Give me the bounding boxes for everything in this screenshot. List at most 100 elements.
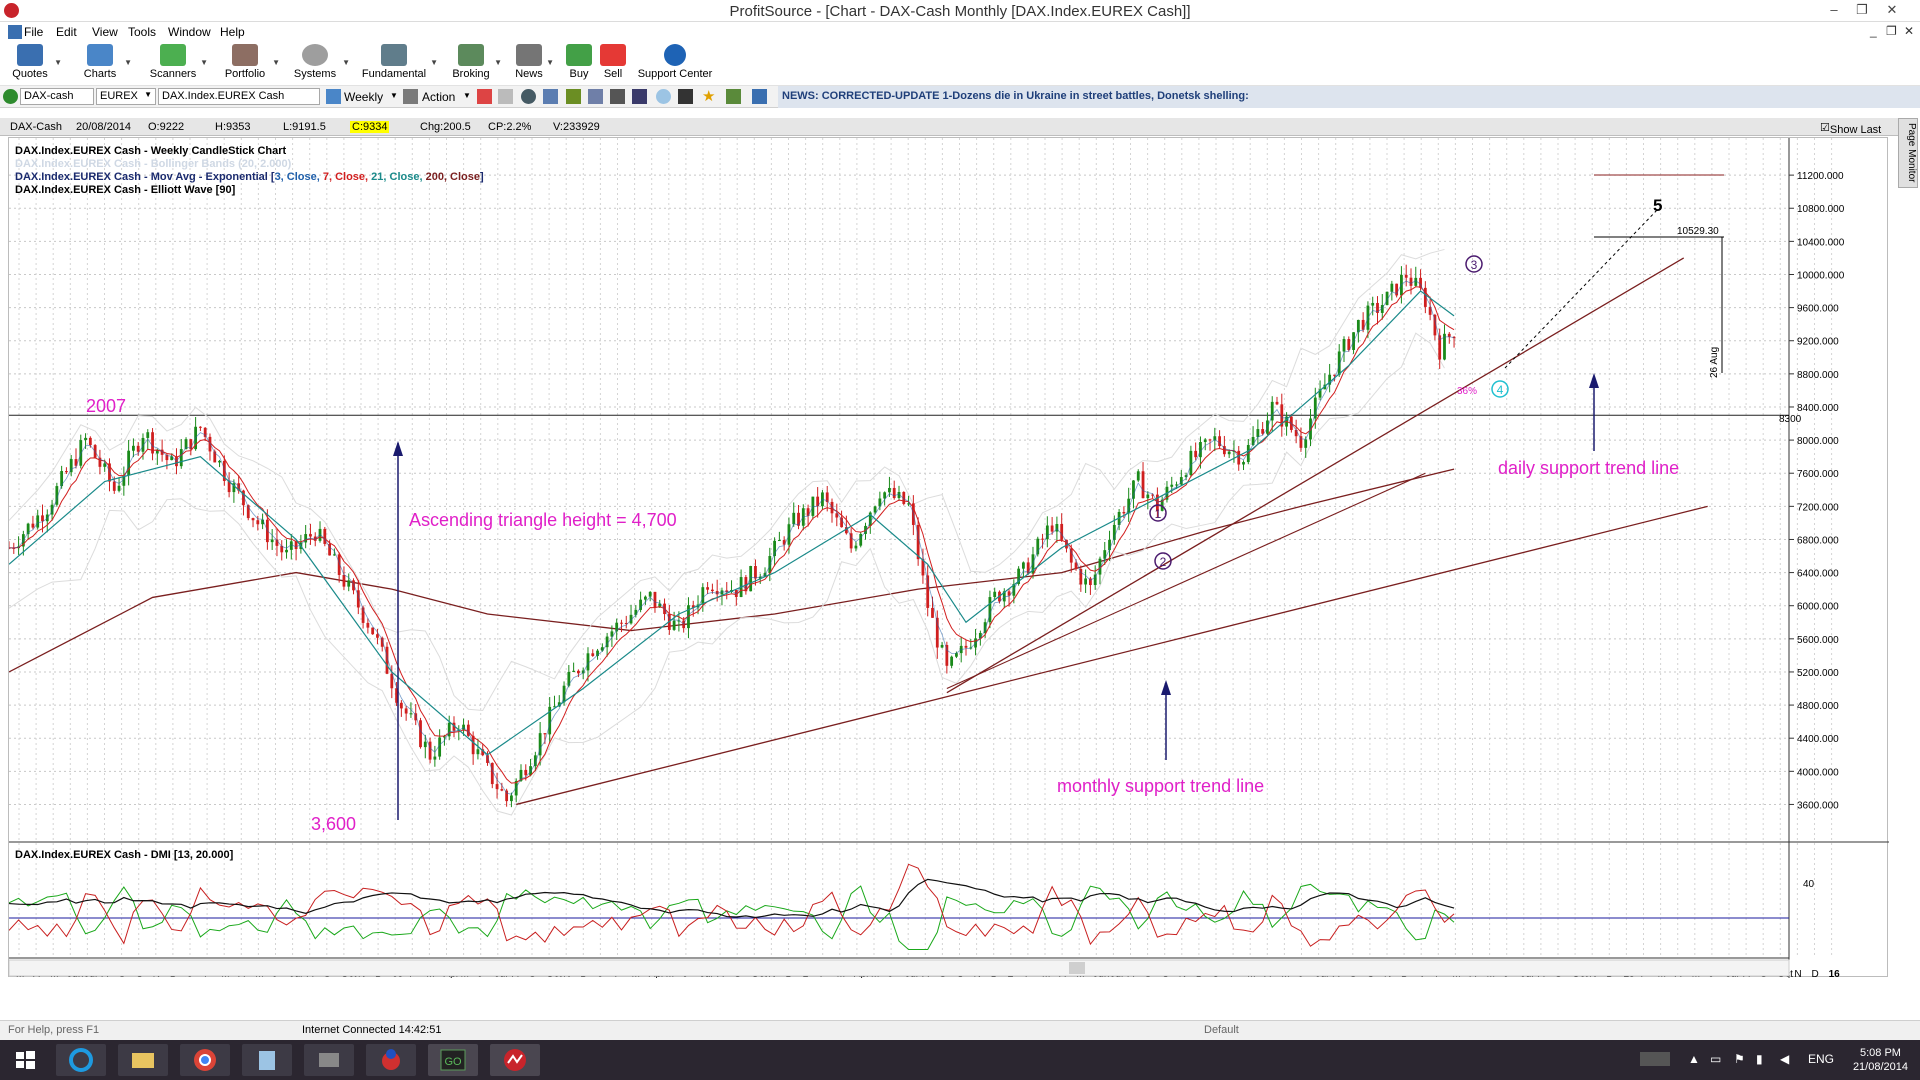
chrome-icon[interactable]: [180, 1044, 230, 1076]
candle-body: [1151, 494, 1155, 496]
portfolio-button[interactable]: Portfolio ▼: [220, 44, 280, 86]
candle-body: [773, 540, 776, 557]
tray-flag-icon[interactable]: ⚑: [1734, 1052, 1745, 1066]
action-dropdown[interactable]: Action: [422, 90, 456, 104]
portfolio-icon: [232, 44, 258, 66]
tool-car-icon[interactable]: [678, 89, 693, 104]
candle-body: [754, 565, 757, 579]
tool-gear-icon[interactable]: [521, 89, 536, 104]
menu-help[interactable]: Help: [220, 25, 245, 39]
candle-body: [275, 539, 279, 546]
notepad-icon[interactable]: [242, 1044, 292, 1076]
candle-body: [84, 437, 87, 441]
candle-body: [428, 741, 432, 760]
quotes-button[interactable]: Quotes ▼: [8, 44, 62, 86]
tray-language[interactable]: ENG: [1808, 1052, 1835, 1066]
news-ticker[interactable]: NEWS: CORRECTED-UPDATE 1-Dozens die in U…: [778, 86, 1920, 108]
chevron-down-icon[interactable]: ▼: [124, 58, 132, 67]
sell-button[interactable]: Sell: [600, 44, 626, 86]
fundamental-button[interactable]: Fundamental ▼: [360, 44, 438, 86]
support-center-button[interactable]: Support Center: [636, 44, 714, 86]
tool-arrow-icon[interactable]: [477, 89, 492, 104]
taskbar-clock[interactable]: 5:08 PM 21/08/2014: [1852, 1047, 1908, 1073]
candle-body: [1194, 450, 1198, 458]
news-button[interactable]: News ▼: [514, 44, 554, 86]
windows-start-icon[interactable]: [4, 1044, 46, 1076]
keyboard-icon[interactable]: [1640, 1052, 1670, 1066]
candle-body: [1443, 333, 1446, 360]
mdi-close-button[interactable]: ✕: [1904, 24, 1915, 38]
candle-body: [213, 451, 217, 463]
chevron-down-icon[interactable]: ▼: [200, 58, 208, 67]
restore-button[interactable]: ❐: [1856, 2, 1868, 17]
close-button[interactable]: ✕: [1886, 2, 1898, 17]
show-last-checkbox[interactable]: ☑ Show Last: [1820, 122, 1882, 136]
app-icon[interactable]: [304, 1044, 354, 1076]
broking-button[interactable]: Broking ▼: [450, 44, 502, 86]
candle-body: [151, 432, 154, 454]
exchange-select[interactable]: EUREX ▼: [96, 88, 156, 105]
mdi-restore-button[interactable]: ❐: [1886, 24, 1897, 38]
bollinger-lower: [9, 332, 1445, 816]
profitsource-taskbar-icon[interactable]: [490, 1044, 540, 1076]
window-title: ProfitSource - [Chart - DAX-Cash Monthly…: [729, 3, 1191, 20]
menu-edit[interactable]: Edit: [56, 25, 77, 39]
tool-bulb-icon[interactable]: [656, 89, 671, 104]
systems-button[interactable]: Systems ▼: [290, 44, 350, 86]
candle-body: [103, 463, 107, 467]
go-app-icon[interactable]: GO: [428, 1044, 478, 1076]
go-icon[interactable]: [3, 89, 18, 104]
chevron-down-icon[interactable]: ▼: [546, 58, 554, 67]
charts-button[interactable]: Charts ▼: [78, 44, 132, 86]
tray-up-icon[interactable]: ▲: [1688, 1052, 1700, 1066]
chevron-down-icon[interactable]: ▼: [463, 91, 471, 100]
candle-body: [715, 591, 719, 595]
tool-grid-icon[interactable]: [588, 89, 603, 104]
news-feed-icon[interactable]: [752, 89, 767, 104]
internet-explorer-icon[interactable]: [56, 1044, 106, 1076]
scanners-button[interactable]: Scanners ▼: [148, 44, 208, 86]
y-tick-label: 8800.000: [1797, 370, 1839, 381]
chevron-down-icon[interactable]: ▼: [272, 58, 280, 67]
tool-plant-icon[interactable]: [726, 89, 741, 104]
tool-chart-icon[interactable]: [543, 89, 558, 104]
price-chart[interactable]: 11200.000 10800.000 10400.000 10000.000 9600…: [9, 138, 1889, 978]
wave-4-label: 4: [1497, 383, 1504, 397]
mdi-minimize-button[interactable]: _: [1870, 24, 1877, 38]
minimize-button[interactable]: –: [1830, 2, 1838, 17]
media-icon[interactable]: [366, 1044, 416, 1076]
page-monitor-tab[interactable]: Page Monitor: [1898, 118, 1918, 188]
menu-window[interactable]: Window: [168, 25, 211, 39]
star-icon[interactable]: ★: [702, 88, 716, 105]
chart-panel[interactable]: 11200.000 10800.000 10400.000 10000.000 9600…: [8, 137, 1889, 978]
menu-tools[interactable]: Tools: [128, 25, 157, 39]
candle-body: [1409, 277, 1413, 286]
candle-body: [356, 590, 360, 608]
wave-4-marker: [1491, 380, 1509, 398]
main-toolbar: Quotes ▼ Charts ▼ Scanners ▼ Portfolio ▼…: [0, 42, 1920, 86]
mdi-child-icon[interactable]: [8, 25, 22, 39]
symbol-input[interactable]: DAX-cash: [20, 88, 94, 105]
tool-scan-icon[interactable]: [566, 89, 581, 104]
buy-button[interactable]: Buy: [566, 44, 592, 86]
tool-wrench-icon[interactable]: [610, 89, 625, 104]
chevron-down-icon[interactable]: ▼: [494, 58, 502, 67]
tool-doc-icon[interactable]: [498, 89, 513, 104]
chevron-down-icon[interactable]: ▼: [390, 91, 398, 100]
chevron-down-icon[interactable]: ▼: [342, 58, 350, 67]
candle-body: [533, 755, 537, 767]
tray-battery-icon[interactable]: ▭: [1710, 1052, 1722, 1066]
tool-trend-icon[interactable]: [632, 89, 647, 104]
candle-body: [414, 713, 418, 721]
menu-view[interactable]: View: [92, 25, 118, 39]
tray-network-icon[interactable]: ▮: [1756, 1052, 1763, 1066]
candle-body: [352, 580, 355, 591]
menu-file[interactable]: File: [24, 25, 44, 39]
instrument-field[interactable]: DAX.Index.EUREX Cash: [158, 88, 320, 105]
status-default: Default: [1204, 1024, 1239, 1036]
period-dropdown[interactable]: Weekly: [344, 90, 384, 104]
chevron-down-icon[interactable]: ▼: [430, 58, 438, 67]
chevron-down-icon[interactable]: ▼: [54, 58, 62, 67]
tray-volume-icon[interactable]: ◀: [1780, 1052, 1790, 1066]
file-explorer-icon[interactable]: [118, 1044, 168, 1076]
